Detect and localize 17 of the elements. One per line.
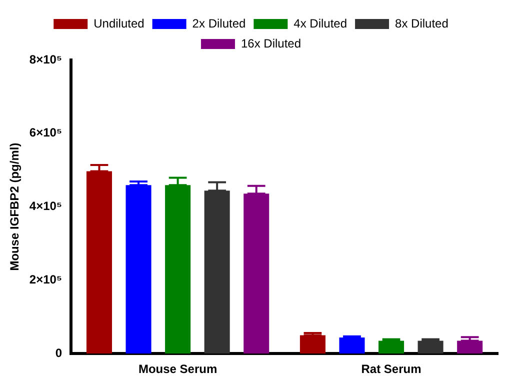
x-tick-label: Rat Serum bbox=[361, 362, 422, 376]
x-tick-label: Mouse Serum bbox=[138, 362, 218, 376]
bar bbox=[378, 340, 404, 354]
bar bbox=[300, 335, 326, 354]
bar bbox=[418, 340, 444, 354]
legend-label: 4x Diluted bbox=[294, 16, 348, 30]
legend-label: 16x Diluted bbox=[240, 36, 302, 50]
legend-label: 8x Diluted bbox=[395, 16, 448, 30]
y-tick-label: 2×10⁵ bbox=[29, 272, 62, 287]
y-axis-title: Mouse IGFBP2 (pg/ml) bbox=[8, 142, 22, 271]
y-tick-label: 0 bbox=[55, 346, 62, 360]
y-tick-label: 4×10⁵ bbox=[29, 199, 62, 214]
y-tick-label: 8×10⁵ bbox=[29, 52, 62, 66]
y-tick-label: 6×10⁵ bbox=[29, 126, 62, 140]
bar bbox=[339, 337, 365, 354]
legend-label: Undiluted bbox=[94, 16, 144, 30]
legend-label: 2x Diluted bbox=[192, 16, 246, 30]
